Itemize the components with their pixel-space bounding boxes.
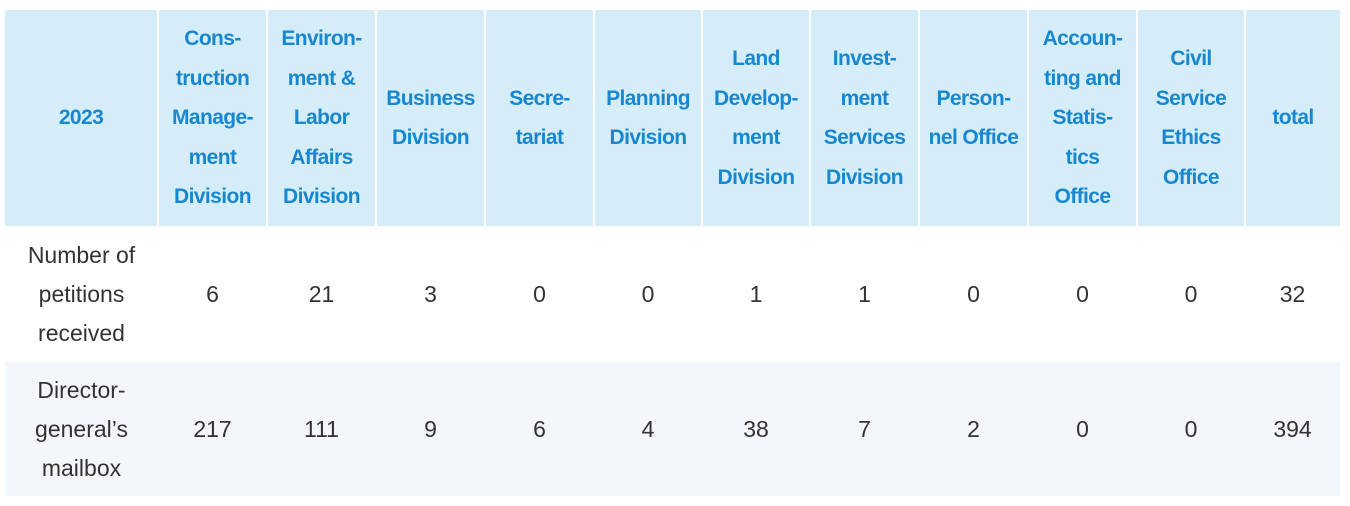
cell: 1 [810, 226, 919, 362]
cell: 0 [594, 226, 702, 362]
cell: 0 [1028, 362, 1137, 496]
cell: 6 [158, 226, 267, 362]
header-cell: Cons- truction Manage- ment Division [157, 10, 267, 226]
cell: 6 [485, 362, 594, 496]
cell: 9 [376, 362, 485, 496]
header-cell: 2023 [5, 10, 158, 226]
cell: 111 [267, 362, 376, 496]
cell: 21 [267, 226, 376, 362]
table-row: Director- general’s mailbox 217 111 9 6 4 38 7 2… [5, 362, 1340, 496]
row-label: Director- general’s mailbox [5, 362, 158, 496]
table-row: Number of petitions received 6 21 3 0 0 1 1 0 0 0 3… [5, 226, 1340, 362]
header-cell: Secre- tariat [484, 10, 594, 226]
cell: 394 [1245, 362, 1340, 496]
header-cell: Business Division [375, 10, 485, 226]
row-label: Number of petitions received [5, 226, 158, 362]
table-header: 2023 Cons- truction Manage- ment Division… [5, 10, 1340, 226]
cell: 32 [1245, 226, 1340, 362]
cell: 7 [810, 362, 919, 496]
cell: 217 [158, 362, 267, 496]
header-cell: Planning Division [593, 10, 702, 226]
cell: 4 [594, 362, 702, 496]
header-cell: Land Develop- ment Division [701, 10, 810, 226]
header-cell: Accoun- ting and Statis- tics Office [1027, 10, 1137, 226]
cell: 0 [1137, 226, 1245, 362]
cell: 0 [485, 226, 594, 362]
header-cell: Environ- ment & Labor Affairs Division [266, 10, 376, 226]
cell: 0 [1137, 362, 1245, 496]
cell: 0 [1028, 226, 1137, 362]
cell: 3 [376, 226, 485, 362]
header-cell: Civil Service Ethics Office [1136, 10, 1245, 226]
cell: 0 [919, 226, 1028, 362]
header-cell: Person- nel Office [918, 10, 1028, 226]
petitions-table: 2023 Cons- truction Manage- ment Division… [5, 10, 1340, 496]
cell: 38 [702, 362, 810, 496]
header-cell: total [1244, 10, 1340, 226]
header-row: 2023 Cons- truction Manage- ment Division… [5, 10, 1340, 226]
header-cell: Invest- ment Services Division [809, 10, 919, 226]
table-body: Number of petitions received 6 21 3 0 0 1 1 0 0 0 3… [5, 226, 1340, 496]
cell: 1 [702, 226, 810, 362]
cell: 2 [919, 362, 1028, 496]
